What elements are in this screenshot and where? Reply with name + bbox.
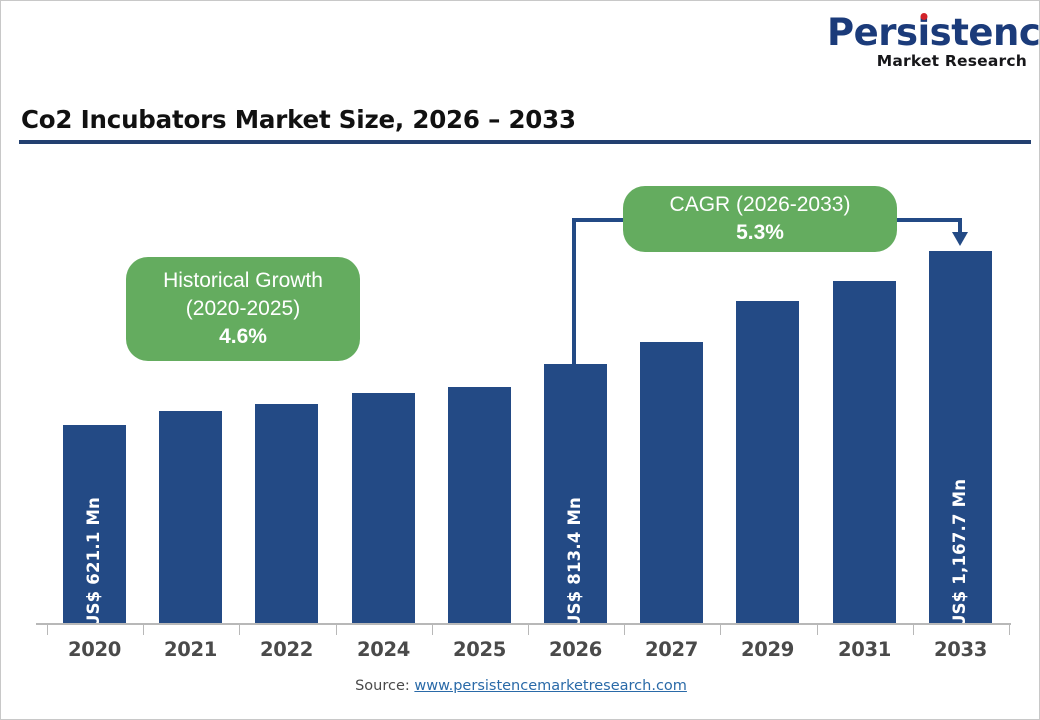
x-axis-line <box>36 623 1011 625</box>
bar-2026[interactable] <box>544 364 607 623</box>
x-axis-label-2024: 2024 <box>356 638 411 661</box>
brand-name: Persistence <box>827 11 1039 54</box>
x-axis-label-2022: 2022 <box>259 638 314 661</box>
source-line: Source: www.persistencemarketresearch.co… <box>1 678 1039 694</box>
bar-value-label-2026: US$ 813.4 Mn <box>564 496 584 628</box>
bar-2020[interactable] <box>63 425 126 623</box>
x-axis-tick-2025 <box>432 623 433 635</box>
x-axis-tick-2021 <box>143 623 144 635</box>
x-axis-label-2033: 2033 <box>933 638 988 661</box>
x-axis-tick-2033 <box>913 623 914 635</box>
x-axis-label-2031: 2031 <box>837 638 892 661</box>
x-axis-tick-2026 <box>528 623 529 635</box>
x-axis-label-2025: 2025 <box>452 638 507 661</box>
brand-name-post: stence <box>929 11 1040 54</box>
source-prefix: Source: <box>355 678 415 694</box>
bar-2033[interactable] <box>929 251 992 623</box>
x-axis-tick-2027 <box>624 623 625 635</box>
brand-tagline: Market Research <box>876 52 1027 70</box>
cagr-arrow-icon <box>952 232 968 246</box>
bar-value-label-2020: US$ 621.1 Mn <box>83 496 103 628</box>
x-axis-tick-2020 <box>47 623 48 635</box>
bar-2027[interactable] <box>640 342 703 623</box>
x-axis-label-2021: 2021 <box>163 638 218 661</box>
bar-2022[interactable] <box>255 404 318 623</box>
x-axis-label-2029: 2029 <box>740 638 795 661</box>
brand-logo: Persistence Market Research <box>827 11 1039 75</box>
cagr-value: 5.3% <box>736 221 784 244</box>
page-title: Co2 Incubators Market Size, 2026 – 2033 <box>21 105 576 134</box>
title-divider <box>19 140 1031 144</box>
bar-2021[interactable] <box>159 411 222 623</box>
bar-value-label-2033: US$ 1,167.7 Mn <box>949 478 969 628</box>
bar-2031[interactable] <box>833 281 896 623</box>
historical-growth-line1: Historical Growth <box>163 269 323 292</box>
x-axis-tick-2029 <box>720 623 721 635</box>
x-axis-tick-2024 <box>336 623 337 635</box>
historical-growth-callout: Historical Growth (2020-2025) 4.6% <box>126 257 360 361</box>
historical-growth-value: 4.6% <box>219 325 267 348</box>
bar-2024[interactable] <box>352 393 415 623</box>
x-axis-tick-2031 <box>817 623 818 635</box>
x-axis-label-2020: 2020 <box>67 638 122 661</box>
brand-name-pre: Pers <box>827 11 918 54</box>
brand-name-i: i <box>917 11 930 54</box>
cagr-connector-left <box>572 218 576 378</box>
x-axis-label-2027: 2027 <box>644 638 699 661</box>
x-axis-tick-end <box>1009 623 1010 635</box>
x-axis-label-2026: 2026 <box>548 638 603 661</box>
source-link[interactable]: www.persistencemarketresearch.com <box>414 678 687 694</box>
cagr-line1: CAGR (2026-2033) <box>669 193 851 216</box>
cagr-connector-right <box>958 218 962 236</box>
bar-2029[interactable] <box>736 301 799 623</box>
x-axis-tick-2022 <box>239 623 240 635</box>
historical-growth-line2: (2020-2025) <box>185 297 301 320</box>
bar-2025[interactable] <box>448 387 511 623</box>
cagr-callout: CAGR (2026-2033) 5.3% <box>623 186 897 252</box>
